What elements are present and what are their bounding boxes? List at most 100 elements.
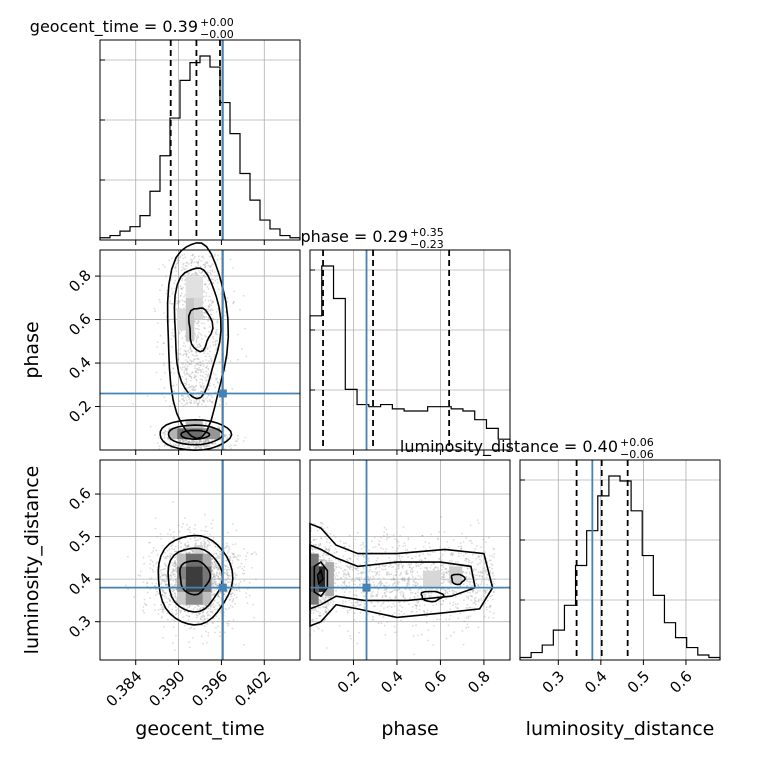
sample-point [146, 591, 149, 594]
sample-point [161, 594, 164, 597]
sample-point [465, 558, 468, 560]
sample-point [412, 583, 414, 586]
sample-point [336, 578, 339, 581]
sample-point [175, 308, 178, 311]
sample-point [197, 274, 199, 276]
sample-point [188, 526, 191, 529]
sample-point [429, 566, 432, 569]
sample-point [149, 567, 152, 570]
sample-point [230, 447, 232, 450]
sample-point [320, 601, 323, 603]
sample-point [161, 605, 164, 608]
sample-point [189, 531, 192, 534]
sample-point [210, 313, 213, 316]
sample-point [197, 361, 200, 364]
sample-point [143, 598, 146, 601]
sample-point [206, 445, 209, 447]
sample-point [185, 440, 188, 442]
sample-point [125, 584, 127, 587]
sample-point [209, 604, 212, 607]
sample-point [480, 581, 483, 584]
sample-point [198, 399, 201, 401]
sample-point [214, 564, 217, 566]
sample-point [319, 612, 321, 614]
sample-point [229, 575, 231, 577]
sample-point [483, 583, 486, 585]
sample-point [185, 438, 187, 441]
sample-point [369, 576, 372, 579]
sample-point [200, 390, 202, 393]
sample-point [465, 536, 468, 539]
sample-point [432, 644, 435, 646]
sample-point [200, 386, 202, 388]
sample-point [218, 361, 221, 363]
sample-point [388, 556, 391, 559]
sample-point [225, 334, 228, 336]
sample-point [180, 362, 183, 364]
sample-point [227, 566, 229, 568]
sample-point [470, 599, 473, 602]
sample-point [187, 444, 190, 447]
sample-point [487, 599, 489, 602]
sample-point [180, 439, 183, 441]
sample-point [170, 338, 173, 340]
sample-point [229, 604, 232, 607]
sample-point [226, 297, 229, 299]
sample-point [397, 563, 400, 566]
sample-point [180, 269, 183, 272]
sample-point [237, 567, 240, 569]
sample-point [187, 373, 190, 376]
sample-point [491, 594, 493, 597]
sample-point [360, 547, 363, 550]
sample-point [463, 559, 466, 562]
sample-point [172, 335, 175, 338]
sample-point [206, 400, 209, 403]
sample-point [398, 544, 401, 547]
sample-point [329, 544, 332, 547]
sample-point [185, 353, 188, 356]
sample-point [168, 320, 171, 322]
sample-point [175, 266, 177, 269]
sample-point [202, 440, 204, 443]
contour-2 [187, 307, 214, 353]
sample-point [452, 601, 455, 604]
sample-point [196, 357, 198, 360]
sample-point [419, 585, 422, 587]
sample-point [312, 551, 315, 554]
sample-point [333, 534, 335, 537]
sample-point [204, 543, 207, 545]
sample-point [228, 547, 231, 550]
sample-point [211, 263, 214, 266]
sample-point [219, 399, 222, 401]
sample-point [489, 595, 491, 598]
sample-point [482, 590, 485, 592]
sample-point [185, 545, 188, 548]
sample-point [354, 555, 356, 557]
sample-point [192, 608, 195, 611]
sample-point [205, 379, 208, 381]
sample-point [409, 597, 411, 599]
sample-point [324, 546, 326, 549]
sample-point [329, 533, 332, 535]
sample-point [189, 346, 192, 348]
sample-point [154, 585, 156, 588]
sample-point [322, 613, 324, 616]
sample-point [177, 524, 180, 527]
sample-point [442, 563, 445, 566]
sample-point [210, 357, 212, 360]
sample-point [485, 576, 488, 579]
sample-point [212, 278, 215, 281]
sample-point [386, 533, 388, 535]
sample-point [312, 620, 314, 623]
sample-point [467, 626, 470, 629]
sample-point [161, 284, 164, 287]
sample-point [465, 576, 468, 578]
sample-point [188, 615, 191, 618]
sample-point [439, 552, 442, 555]
sample-point [172, 626, 175, 629]
sample-point [223, 434, 226, 437]
sample-point [206, 365, 209, 367]
sample-point [215, 562, 218, 565]
sample-point [203, 438, 206, 441]
sample-point [426, 609, 429, 611]
